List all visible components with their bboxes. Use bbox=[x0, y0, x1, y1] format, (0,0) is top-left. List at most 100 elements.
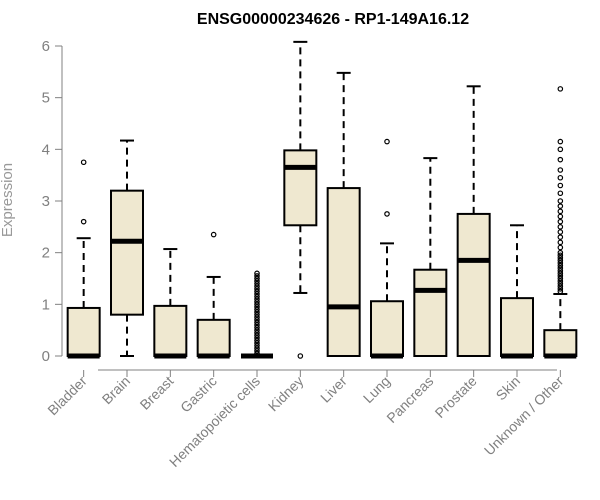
x-tick-label-pancreas: Pancreas bbox=[383, 373, 436, 426]
x-tick-label-prostate: Prostate bbox=[432, 373, 480, 421]
outlier-point bbox=[557, 262, 564, 269]
x-tick-label-breast: Breast bbox=[137, 373, 177, 413]
box-body bbox=[110, 189, 144, 316]
box-body bbox=[543, 329, 578, 357]
y-tick-label-0: 0 bbox=[42, 348, 50, 365]
outlier-point bbox=[254, 304, 260, 310]
y-tick-label-3: 3 bbox=[42, 193, 50, 210]
outlier-point bbox=[557, 257, 564, 264]
box-bladder bbox=[66, 159, 101, 359]
outlier-point bbox=[254, 348, 260, 354]
outlier-point bbox=[557, 260, 564, 266]
box-body bbox=[370, 300, 404, 358]
outlier-point bbox=[210, 231, 217, 238]
x-tick-label-lung: Lung bbox=[360, 373, 393, 406]
outlier-point bbox=[557, 278, 564, 284]
box-liver bbox=[326, 71, 361, 357]
box-skin bbox=[500, 224, 534, 359]
x-tick-label-liver: Liver bbox=[317, 373, 350, 406]
outlier-point bbox=[557, 138, 564, 145]
box-hematopoietic-cells bbox=[241, 270, 273, 359]
outlier-point bbox=[254, 306, 260, 313]
outlier-point bbox=[557, 203, 564, 209]
outlier-point bbox=[254, 291, 260, 297]
box-brain bbox=[110, 139, 144, 357]
outlier-point bbox=[557, 146, 564, 153]
y-axis-ticks: 0 1 2 3 4 5 6 bbox=[42, 38, 62, 365]
x-tick-label-kidney: Kidney bbox=[265, 373, 307, 415]
box-kidney bbox=[283, 40, 318, 359]
outlier-point bbox=[254, 288, 260, 295]
box-body bbox=[500, 297, 534, 357]
outlier-point bbox=[254, 350, 260, 357]
outlier-point bbox=[80, 159, 87, 166]
box-lung bbox=[370, 138, 404, 359]
box-gastric bbox=[196, 231, 231, 359]
outlier-point bbox=[557, 270, 564, 277]
outlier-point bbox=[557, 224, 564, 230]
x-tick-label-skin: Skin bbox=[493, 373, 524, 404]
outlier-point bbox=[254, 332, 260, 339]
outlier-point bbox=[557, 267, 564, 274]
outlier-point bbox=[254, 293, 260, 300]
outlier-point bbox=[254, 301, 260, 308]
box-body bbox=[66, 306, 101, 358]
outlier-point bbox=[254, 340, 260, 346]
box-body bbox=[153, 304, 188, 357]
y-tick-label-6: 6 bbox=[42, 38, 50, 55]
outlier-point bbox=[254, 342, 260, 349]
outlier-point bbox=[254, 286, 260, 292]
outlier-point bbox=[384, 138, 390, 145]
outlier-point bbox=[254, 345, 260, 352]
outlier-point bbox=[254, 296, 260, 302]
outlier-point bbox=[557, 174, 564, 181]
y-axis-label: Expression bbox=[0, 163, 16, 237]
outlier-point bbox=[557, 156, 564, 163]
outlier-point bbox=[254, 319, 260, 326]
outlier-point bbox=[557, 252, 564, 259]
outlier-point bbox=[557, 213, 564, 220]
outlier-point bbox=[254, 309, 260, 315]
outlier-point bbox=[557, 244, 564, 251]
outlier-point bbox=[557, 229, 564, 235]
box-pancreas bbox=[413, 157, 448, 358]
outlier-point bbox=[80, 218, 87, 225]
outlier-point bbox=[254, 322, 260, 328]
x-tick-label-unknown-other: Unknown / Other bbox=[481, 373, 567, 459]
outlier-point bbox=[557, 275, 564, 282]
outlier-point bbox=[254, 335, 260, 341]
box-breast bbox=[153, 248, 188, 359]
outlier-point bbox=[254, 283, 260, 290]
outlier-point bbox=[557, 239, 564, 246]
outlier-point bbox=[254, 275, 260, 282]
box-body bbox=[413, 268, 448, 358]
outlier-point bbox=[557, 86, 564, 92]
box-prostate bbox=[456, 85, 491, 357]
outlier-point bbox=[254, 329, 260, 336]
outlier-point bbox=[254, 278, 260, 284]
x-tick-label-bladder: Bladder bbox=[44, 373, 90, 419]
y-tick-label-1: 1 bbox=[42, 296, 50, 313]
outlier-point bbox=[254, 273, 260, 279]
y-tick-label-5: 5 bbox=[42, 90, 50, 107]
outlier-point bbox=[557, 288, 564, 295]
x-tick-label-brain: Brain bbox=[99, 373, 133, 407]
box-body bbox=[196, 318, 231, 358]
x-tick-label-gastric: Gastric bbox=[177, 373, 220, 416]
box-unknown-other bbox=[543, 86, 578, 359]
outlier-point bbox=[254, 298, 260, 305]
y-tick-label-2: 2 bbox=[42, 245, 50, 262]
box-body bbox=[283, 149, 318, 227]
y-tick-label-4: 4 bbox=[42, 141, 50, 158]
outlier-point bbox=[557, 286, 564, 292]
outlier-point bbox=[254, 337, 260, 344]
outlier-point bbox=[254, 327, 260, 333]
chart-title: ENSG00000234626 - RP1-149A16.12 bbox=[197, 11, 469, 28]
outlier-point bbox=[384, 211, 390, 217]
outlier-point bbox=[557, 182, 564, 189]
outlier-point bbox=[254, 270, 260, 277]
outlier-point bbox=[557, 167, 564, 173]
outlier-point bbox=[557, 208, 564, 215]
